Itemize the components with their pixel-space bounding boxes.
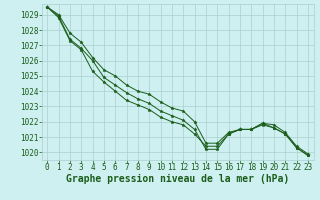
X-axis label: Graphe pression niveau de la mer (hPa): Graphe pression niveau de la mer (hPa) bbox=[66, 174, 289, 184]
